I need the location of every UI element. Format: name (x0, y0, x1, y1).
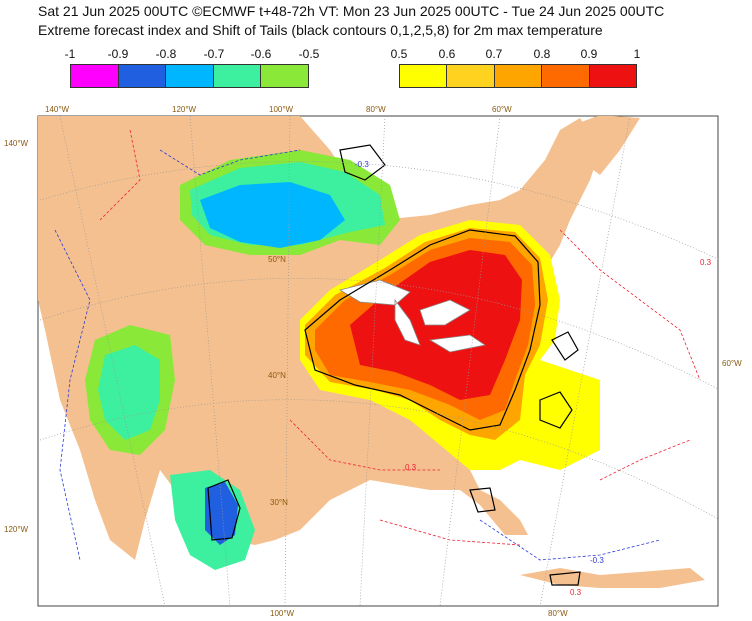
legend-hot-tick: 0.8 (533, 47, 551, 61)
legend-swatch (71, 65, 119, 87)
legend-hot-tick: 0.6 (438, 47, 456, 61)
lon-label: 60°W (492, 105, 512, 114)
legend-swatch (213, 65, 262, 87)
legend-hot-tick: 1 (633, 47, 641, 61)
legend-swatch (447, 65, 495, 87)
land-newfoundland (560, 116, 640, 175)
lon-label: 80°W (366, 105, 386, 114)
legend-hot-colorbar (399, 64, 637, 88)
lat-label: 40°N (268, 371, 286, 380)
legend-hot-tick: 0.5 (390, 47, 408, 61)
legend-cold-tick: -0.7 (203, 47, 225, 61)
legend-hot-tick: 0.7 (485, 47, 503, 61)
great-lakes (338, 279, 487, 353)
legend-swatch (494, 65, 543, 87)
contour-label: -0.3 (590, 556, 604, 565)
lon-label: 140°W (45, 105, 70, 114)
lat-label: 30°N (270, 498, 288, 507)
legend-hot-tick: 0.9 (580, 47, 598, 61)
lat-label: 50°N (268, 255, 286, 264)
efi-cold-area (98, 345, 160, 440)
contour-label: -0.3 (355, 160, 369, 169)
dashed-contours (54, 129, 701, 561)
legend-cold-colorbar (70, 64, 309, 88)
contour-label: 0.3 (570, 588, 582, 597)
legend-swatch (400, 65, 448, 87)
legend-cold-tick: -0.5 (298, 47, 320, 61)
contour-label: 0.3 (700, 258, 712, 267)
legend-swatch (261, 65, 308, 87)
legend-cold-tick: -0.9 (107, 47, 129, 61)
legend-cold-tick: -0.6 (250, 47, 272, 61)
lon-label: 140°W (4, 139, 29, 148)
sot-contours (207, 144, 581, 586)
contour-label: 0.3 (405, 463, 417, 472)
legend-cold-tick: -1 (64, 47, 76, 61)
lon-label: 120°W (4, 525, 29, 534)
legend-swatch (542, 65, 590, 87)
legend-swatch (166, 65, 214, 87)
lon-label: 100°W (270, 609, 295, 618)
efi-cold-core (200, 182, 345, 248)
lon-label: 60°W (722, 359, 742, 368)
legend-swatch (118, 65, 167, 87)
efi-cold-core (205, 482, 238, 545)
graticule (39, 116, 718, 606)
map-title: Sat 21 Jun 2025 00UTC ©ECMWF t+48-72h VT… (38, 3, 665, 19)
legend-swatch (589, 65, 637, 87)
map-subtitle: Extreme forecast index and Shift of Tail… (38, 22, 603, 38)
lon-label: 80°W (548, 609, 568, 618)
legend-cold-tick: -0.8 (155, 47, 177, 61)
lon-label: 100°W (269, 105, 294, 114)
lon-label: 120°W (172, 105, 197, 114)
